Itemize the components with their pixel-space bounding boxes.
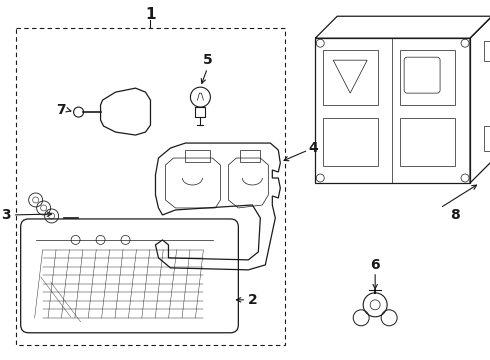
Text: 2: 2 [248, 293, 258, 307]
Text: 4: 4 [308, 141, 318, 155]
Bar [484, 41, 490, 61]
Bar [484, 126, 490, 151]
Text: 5: 5 [202, 53, 212, 67]
Text: 8: 8 [450, 208, 460, 222]
Bar [241, 150, 260, 162]
Bar [400, 50, 455, 105]
Bar [323, 50, 378, 105]
Text: 1: 1 [145, 7, 156, 22]
Bar [185, 150, 210, 162]
Text: 6: 6 [370, 258, 380, 272]
Bar [400, 118, 455, 166]
FancyBboxPatch shape [21, 219, 238, 333]
Bar [16, 28, 285, 345]
Text: 3: 3 [1, 208, 11, 222]
Bar [315, 38, 470, 183]
Text: 7: 7 [56, 103, 66, 117]
Bar [323, 118, 378, 166]
